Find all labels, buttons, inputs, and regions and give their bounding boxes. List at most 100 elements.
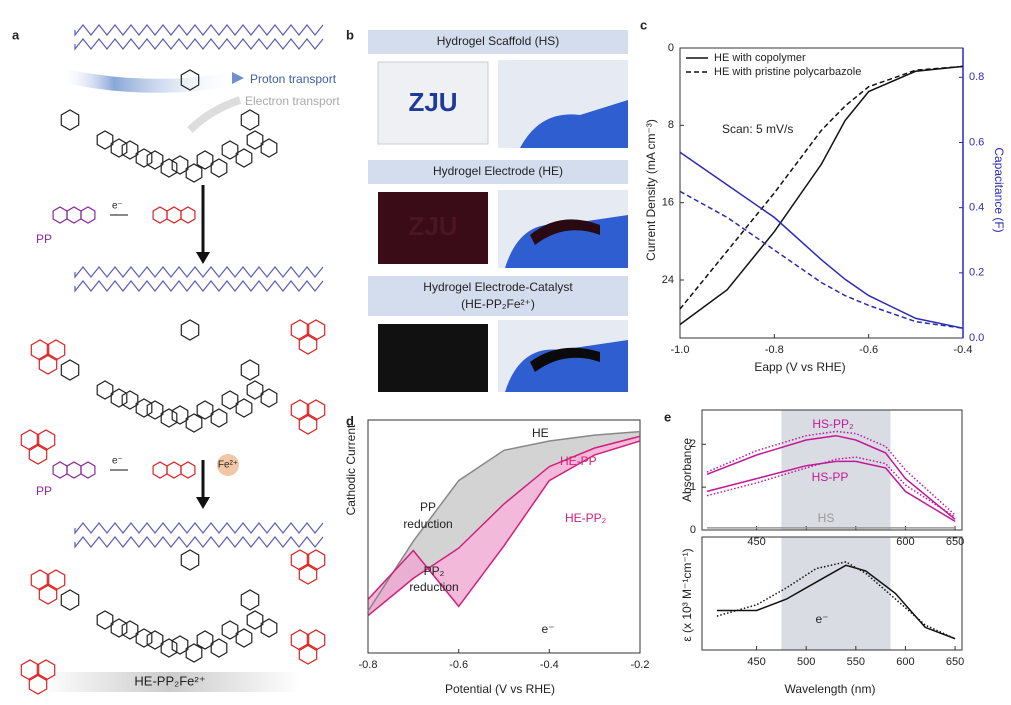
ring — [30, 339, 50, 361]
ring — [30, 569, 50, 591]
ring — [121, 140, 139, 160]
ring — [66, 461, 82, 479]
ring — [298, 563, 318, 585]
header-bar — [368, 160, 628, 184]
ring — [196, 150, 214, 170]
ring — [28, 443, 48, 465]
legend-label: HE with copolymer — [714, 52, 806, 64]
ring — [235, 398, 253, 418]
ring — [298, 643, 318, 665]
y2-tick-label: 0.2 — [969, 267, 984, 279]
ring — [306, 629, 326, 651]
ring — [260, 618, 278, 638]
logo: ZJU — [408, 87, 457, 117]
ring — [290, 319, 310, 341]
highlight-band — [781, 410, 891, 530]
x-tick-label: 550 — [847, 656, 865, 668]
y-tick-label: 0 — [690, 524, 696, 536]
header: Hydrogel Electrode-Catalyst — [423, 280, 573, 294]
label: e⁻ — [112, 456, 123, 467]
ring — [298, 413, 318, 435]
annotation: HS-PP — [812, 470, 849, 484]
area-fill — [368, 436, 640, 616]
ring — [135, 628, 153, 648]
label: e⁻ — [112, 201, 123, 212]
ring — [46, 339, 66, 361]
plot-frame — [679, 47, 964, 339]
ring — [110, 618, 128, 638]
x-tick-label: -1.0 — [671, 344, 690, 356]
x-tick-label: 500 — [797, 656, 815, 668]
label: PP — [36, 484, 52, 498]
label: PP — [36, 232, 52, 246]
ring — [38, 583, 58, 605]
ring — [52, 206, 68, 224]
y2-axis-label: Capacitance (F) — [992, 147, 1006, 232]
ring — [166, 206, 182, 224]
ring — [246, 380, 264, 400]
ring — [60, 359, 80, 381]
plot-frame — [701, 536, 963, 651]
annotation: HE — [532, 426, 549, 440]
annotation: HE-PP — [560, 454, 597, 468]
ring — [180, 319, 200, 341]
ring — [160, 158, 178, 178]
ring — [52, 461, 68, 479]
panel-label: b — [346, 27, 354, 42]
transport-band — [58, 68, 242, 93]
logo: ZJU — [408, 211, 457, 241]
x-axis-label: Wavelength (nm) — [785, 682, 876, 696]
ring — [221, 390, 239, 410]
ring — [306, 399, 326, 421]
y2-tick-label: 0.4 — [969, 202, 984, 214]
photo — [378, 324, 488, 392]
ring — [298, 333, 318, 355]
highlight-band — [781, 537, 891, 650]
x-tick-label: -0.4 — [540, 659, 559, 671]
y-axis-label: Absorbance — [680, 438, 694, 502]
header-bar — [368, 30, 628, 54]
annotation: PP₂ — [424, 564, 445, 578]
ring — [20, 429, 40, 451]
annotation: e⁻ — [541, 622, 554, 636]
backbone — [74, 24, 324, 37]
ion — [217, 454, 239, 476]
annotation: HE-PP₂ — [565, 511, 607, 525]
x-tick-label: 650 — [946, 536, 964, 548]
x-tick-label: -0.6 — [449, 659, 468, 671]
ring — [110, 388, 128, 408]
ring — [240, 359, 260, 381]
ring — [180, 206, 196, 224]
x-tick-label: -0.8 — [765, 344, 784, 356]
x-axis-label: Eapp (V vs RHE) — [754, 360, 845, 374]
photo — [378, 192, 488, 264]
backbone — [74, 266, 324, 279]
transport-band — [187, 96, 242, 133]
y-tick-label: 1 — [690, 481, 696, 493]
ring — [235, 628, 253, 648]
x-tick-label: 650 — [946, 656, 964, 668]
header: Hydrogel Electrode (HE) — [433, 164, 563, 178]
backbone — [74, 536, 324, 549]
photo — [377, 61, 489, 145]
film — [530, 219, 600, 245]
header: Hydrogel Scaffold (HS) — [437, 34, 560, 48]
y2-tick-label: 0.6 — [969, 136, 984, 148]
label: HE-PP₂Fe²⁺ — [134, 673, 205, 688]
annotation: PP — [420, 500, 436, 514]
legend-label: HE with pristine polycarbazole — [714, 66, 861, 78]
ring — [36, 429, 56, 451]
ring — [221, 140, 239, 160]
ring — [121, 390, 139, 410]
plot-frame — [367, 419, 641, 654]
y-tick-label: 24 — [662, 274, 674, 286]
header: (HE-PP₂Fe²⁺) — [461, 297, 535, 311]
panel-label: d — [346, 413, 354, 428]
ring — [146, 630, 164, 650]
annotation: reduction — [409, 580, 458, 594]
y-tick-label: 0 — [668, 42, 674, 54]
ring — [36, 659, 56, 681]
plot-frame — [701, 409, 963, 531]
ring — [166, 461, 182, 479]
ring — [246, 130, 264, 150]
